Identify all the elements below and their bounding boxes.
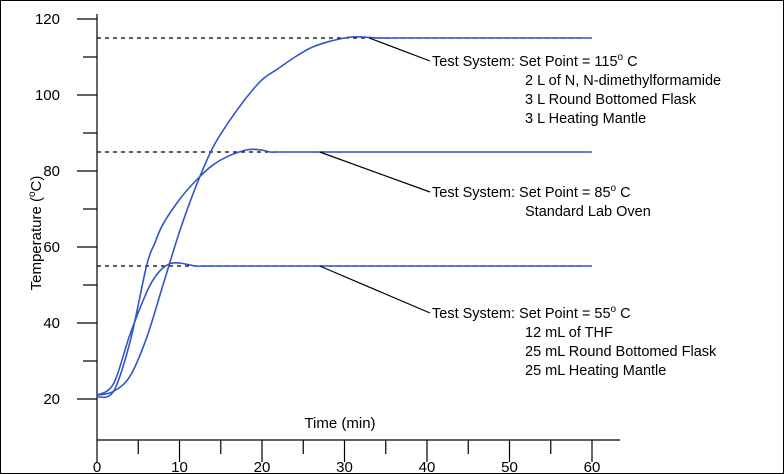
temperature-curves (96, 35, 592, 399)
annotation-leader (319, 151, 431, 193)
y-tick-label: 80 (43, 163, 60, 180)
x-tick-label: 10 (171, 459, 188, 474)
y-tick-label: 40 (43, 315, 60, 332)
annotation-line: 25 mL Heating Mantle (525, 363, 666, 379)
annotation-line: 3 L Round Bottomed Flask (525, 92, 697, 108)
x-tick-label: 60 (584, 459, 601, 474)
annotation-line: Test System: Set Point = 85o C (432, 183, 631, 201)
y-tick-label: 100 (35, 87, 60, 104)
annotation-line: 3 L Heating Mantle (525, 111, 646, 127)
annotation-leader (319, 265, 431, 314)
series-line-setpoint-85 (96, 148, 592, 399)
annotation-leaders (319, 37, 431, 314)
series-line-setpoint-55 (96, 261, 592, 396)
y-tick-label: 60 (43, 239, 60, 256)
annotations: Test System: Set Point = 115o C 2 L of N,… (432, 52, 721, 379)
y-axis-label: Temperature (oC) (27, 176, 45, 291)
series-line-setpoint-115 (96, 35, 592, 396)
axes: 20 40 60 80 100 120 0 10 20 30 40 50 60 (35, 11, 620, 474)
annotation-line: Standard Lab Oven (525, 204, 651, 220)
annotation-line: 2 L of N, N-dimethylformamide (525, 73, 721, 89)
annotation-line: 12 mL of THF (525, 325, 613, 341)
x-axis-label: Time (min) (304, 415, 375, 432)
y-tick-label: 20 (43, 391, 60, 408)
x-tick-label: 50 (501, 459, 518, 474)
y-tick-label: 120 (35, 11, 60, 28)
annotation-line: 25 mL Round Bottomed Flask (525, 344, 717, 360)
annotation-line: Test System: Set Point = 55o C (432, 304, 631, 322)
x-tick-label: 30 (336, 459, 353, 474)
annotation-leader (369, 37, 431, 62)
x-tick-label: 20 (254, 459, 271, 474)
annotation-line: Test System: Set Point = 115o C (432, 52, 638, 70)
x-tick-label: 0 (93, 459, 101, 474)
x-tick-label: 40 (419, 459, 436, 474)
